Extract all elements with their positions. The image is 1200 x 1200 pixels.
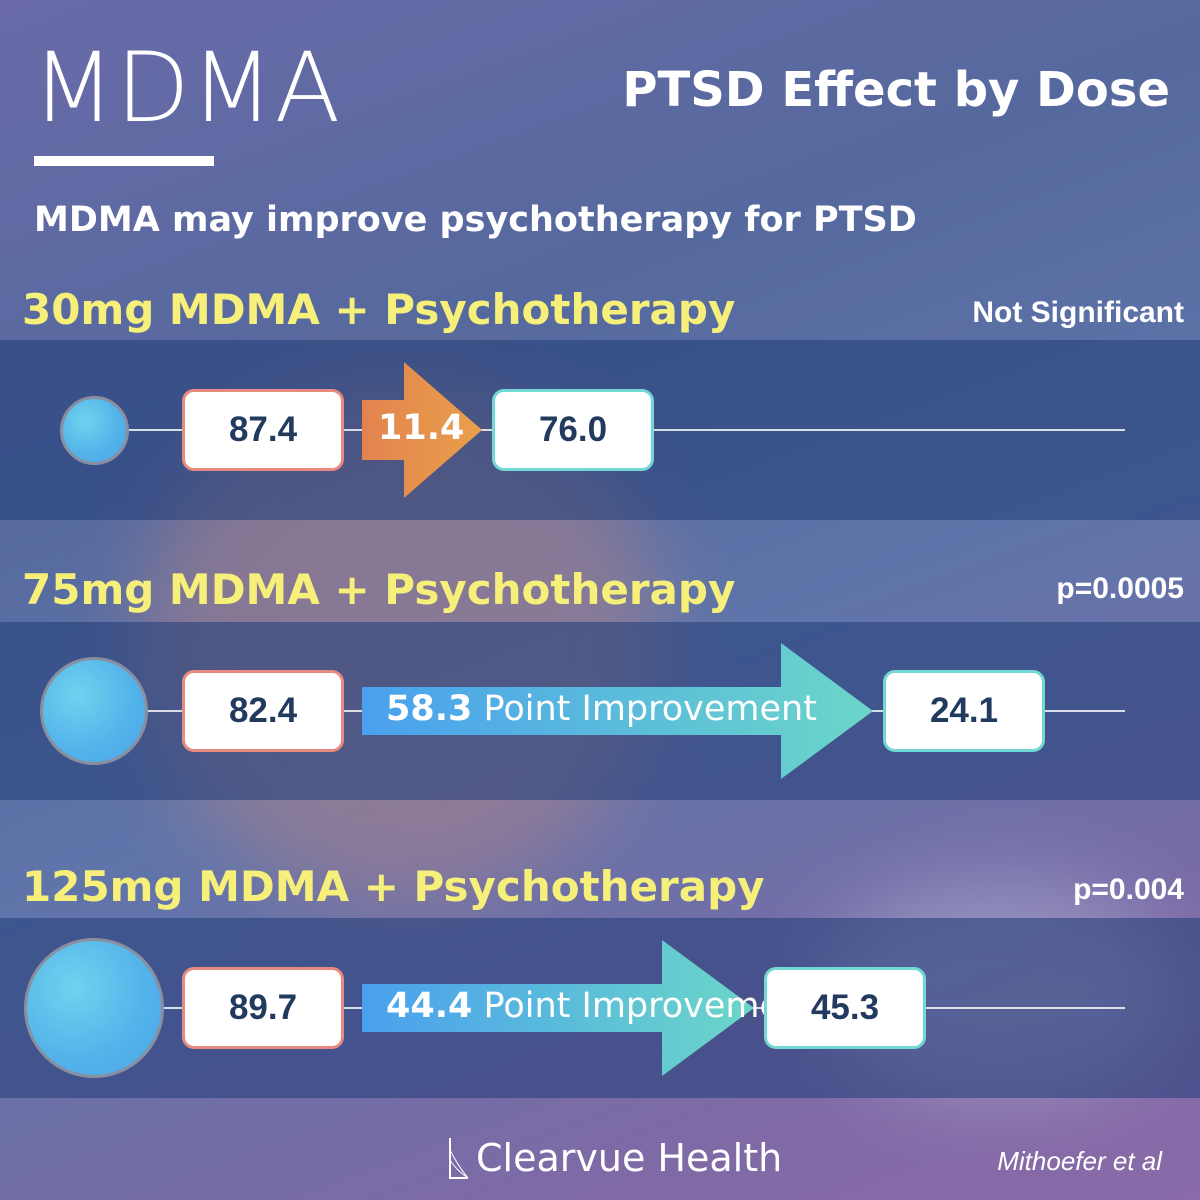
before-score: 82.4 xyxy=(182,670,344,752)
group-title: 30mg MDMA + Psychotherapy xyxy=(22,285,736,334)
improvement-arrow xyxy=(362,643,873,779)
arrow-shape xyxy=(362,940,754,1076)
arrow-shape xyxy=(362,643,873,779)
dose-circle xyxy=(40,657,148,765)
brand: Clearvue Health xyxy=(448,1136,782,1180)
significance-label: p=0.0005 xyxy=(1056,572,1184,605)
brand-name: Clearvue Health xyxy=(476,1136,783,1180)
page-title: MDMA xyxy=(32,32,342,144)
after-score: 76.0 xyxy=(492,389,654,471)
improvement-suffix: Point Improvement xyxy=(472,689,817,729)
significance-label: Not Significant xyxy=(972,296,1184,329)
improvement-label: 58.3 Point Improvement xyxy=(386,689,817,729)
significance-label: p=0.004 xyxy=(1073,873,1184,906)
group-title: 125mg MDMA + Psychotherapy xyxy=(22,862,765,911)
group-title: 75mg MDMA + Psychotherapy xyxy=(22,565,736,614)
improvement-arrow xyxy=(362,362,482,498)
improvement-label: 44.4 Point Improvement xyxy=(386,986,817,1026)
arrow-shape xyxy=(362,362,482,498)
improvement-value: 44.4 xyxy=(386,986,473,1026)
after-score: 45.3 xyxy=(764,967,926,1049)
before-score: 89.7 xyxy=(182,967,344,1049)
brand-logo-icon xyxy=(449,1138,469,1179)
citation: Mithoefer et al xyxy=(997,1146,1162,1176)
improvement-label: 11.4 xyxy=(378,408,464,448)
dose-circle xyxy=(59,395,129,465)
after-score: 24.1 xyxy=(883,670,1045,752)
before-score: 87.4 xyxy=(182,389,344,471)
improvement-value: 11.4 xyxy=(378,408,465,448)
title-underline xyxy=(34,156,214,166)
chart-heading: PTSD Effect by Dose xyxy=(622,62,1170,118)
dose-circle xyxy=(24,938,164,1078)
improvement-value: 58.3 xyxy=(386,689,473,729)
chart-subtitle: MDMA may improve psychotherapy for PTSD xyxy=(34,200,917,240)
improvement-arrow xyxy=(362,940,754,1076)
improvement-suffix: Point Improvement xyxy=(472,986,817,1026)
